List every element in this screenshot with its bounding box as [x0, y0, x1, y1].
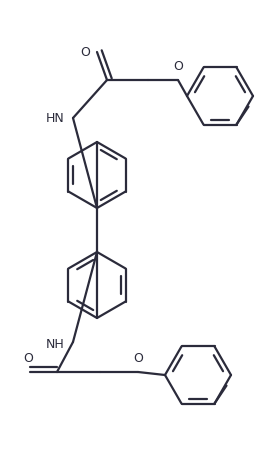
Text: O: O [80, 45, 90, 59]
Text: O: O [133, 352, 143, 365]
Text: NH: NH [46, 338, 64, 351]
Text: O: O [173, 60, 183, 73]
Text: HN: HN [46, 111, 64, 124]
Text: O: O [23, 353, 33, 365]
